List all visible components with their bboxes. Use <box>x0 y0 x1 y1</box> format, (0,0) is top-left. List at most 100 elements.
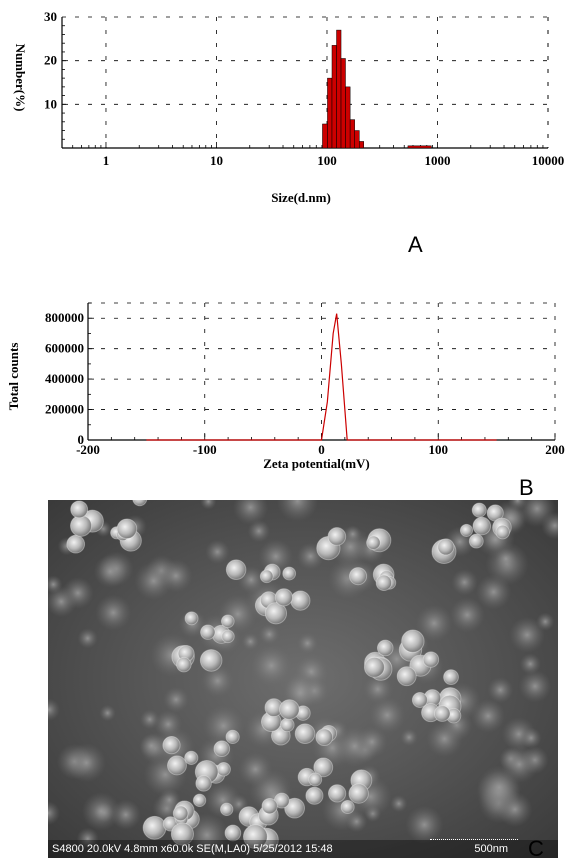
bright-particle <box>213 740 231 758</box>
x-tick-label: 10 <box>210 153 223 168</box>
blurred-particle <box>494 547 517 570</box>
bright-particle <box>274 588 293 607</box>
y-tick-label: 0 <box>78 432 85 447</box>
panel-label-a: A <box>408 232 423 257</box>
blurred-particle <box>250 644 293 688</box>
blurred-particle <box>201 664 235 698</box>
blurred-particle <box>241 632 260 651</box>
blurred-particle <box>154 710 183 739</box>
bright-particle <box>471 502 487 518</box>
x-tick-label: 100 <box>429 442 449 457</box>
bright-particle <box>294 723 316 744</box>
bright-particle <box>349 567 368 586</box>
bright-particle <box>411 692 428 708</box>
blurred-particle <box>356 726 388 758</box>
bright-particle <box>216 761 231 777</box>
bright-particle <box>305 786 324 805</box>
blurred-particle <box>163 686 189 713</box>
blurred-particle <box>200 500 217 510</box>
blurred-particle <box>405 805 444 844</box>
histogram-bar <box>349 119 355 149</box>
bright-particle <box>220 614 235 629</box>
x-axis-title: Zeta potential(mV) <box>263 456 370 471</box>
histogram-bar <box>340 58 346 149</box>
blurred-particle <box>541 511 558 540</box>
bright-particle <box>375 574 393 591</box>
y-tick-label: 30 <box>44 9 57 24</box>
histogram-bar <box>359 141 364 149</box>
bright-particle <box>176 656 192 673</box>
bright-particle <box>172 805 189 822</box>
bright-particle <box>184 750 199 765</box>
bright-particle <box>290 590 311 611</box>
bright-particle <box>221 629 235 644</box>
blurred-particle <box>99 704 116 722</box>
blurred-particle <box>276 500 319 522</box>
bright-particle <box>224 824 242 842</box>
sem-scale-bar <box>430 839 518 842</box>
blurred-particle <box>518 670 552 703</box>
blurred-particle <box>48 698 61 721</box>
bright-particle <box>259 569 274 584</box>
blurred-particle <box>415 604 453 642</box>
y-tick-label: 400000 <box>45 371 84 386</box>
bright-particle <box>422 651 440 668</box>
blurred-particle <box>449 597 485 633</box>
y-tick-label: 10 <box>44 96 57 111</box>
bright-particle <box>340 800 355 815</box>
blurred-particle <box>426 720 463 758</box>
bright-particle <box>315 728 334 747</box>
blurred-particle <box>519 653 541 675</box>
blurred-particle <box>66 743 106 783</box>
y-tick-label: 20 <box>44 53 57 68</box>
histogram-bar <box>327 77 333 149</box>
panel-label-c: C <box>528 836 544 861</box>
y-axis-title: Total counts <box>6 343 21 411</box>
bright-particle <box>313 757 334 778</box>
bright-particle <box>401 629 425 653</box>
bright-particle <box>468 533 484 549</box>
y-axis-title: Number(%) <box>13 44 28 112</box>
sem-scale-label: 500nm <box>474 843 508 855</box>
x-tick-label: 200 <box>545 442 565 457</box>
sem-particles-image <box>48 500 558 858</box>
blurred-particle <box>77 628 98 649</box>
blurred-particle <box>205 539 230 565</box>
x-tick-label: 100 <box>317 153 337 168</box>
y-tick-label: 600000 <box>45 341 84 356</box>
bright-particle <box>242 824 268 850</box>
bright-particle <box>363 656 385 678</box>
blurred-particle <box>520 727 542 749</box>
bright-particle <box>184 611 199 626</box>
blurred-particle <box>258 623 280 645</box>
x-tick-label: -200 <box>76 442 100 457</box>
sem-micrograph: S4800 20.0kV 4.8mm x60.0k SE(M,LA0) 5/25… <box>48 500 558 858</box>
zeta-potential-chart: -200 -100 0 100 200 0 200000 400000 600000 800000… <box>0 295 571 500</box>
bright-particle <box>443 669 459 686</box>
bright-particle <box>376 639 394 657</box>
blurred-particle <box>93 555 127 588</box>
blurred-particle <box>477 765 521 810</box>
bright-particle <box>280 717 295 733</box>
blurred-particle <box>475 574 512 610</box>
bright-particle <box>282 566 297 581</box>
bright-particle <box>225 559 247 580</box>
bright-particle <box>195 775 212 792</box>
blurred-particle <box>232 500 269 526</box>
blurred-particle <box>471 699 506 733</box>
bright-particle <box>132 500 148 507</box>
histogram-bar <box>354 130 360 149</box>
bright-particle <box>199 649 223 672</box>
blurred-particle <box>536 612 555 631</box>
sem-info-caption: S4800 20.0kV 4.8mm x60.0k SE(M,LA0) 5/25… <box>52 843 333 855</box>
blurred-particle <box>247 519 271 543</box>
bright-particle <box>327 527 347 546</box>
bright-particle <box>142 815 167 840</box>
bright-particle <box>437 538 455 556</box>
blurred-particle <box>81 792 121 831</box>
panel-label-b: B <box>519 475 534 500</box>
blurred-particle <box>369 696 406 734</box>
blurred-particle <box>487 677 514 703</box>
bright-particle <box>162 736 181 755</box>
bright-particle <box>200 624 216 640</box>
